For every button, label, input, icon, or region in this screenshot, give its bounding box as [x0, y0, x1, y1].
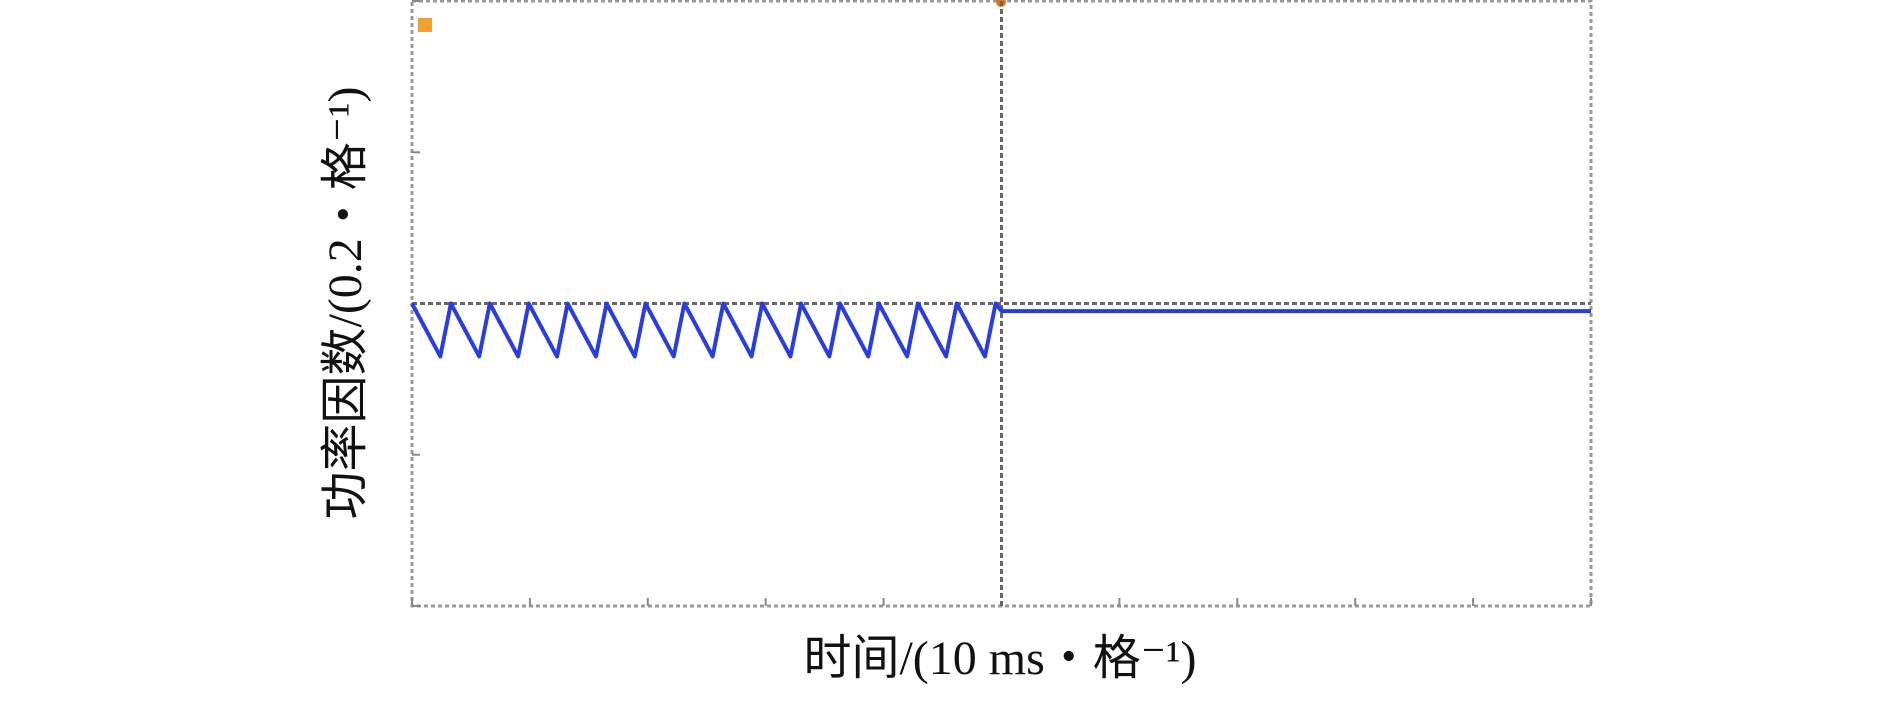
trigger-marker: [418, 18, 432, 32]
line-series: [410, 301, 1591, 359]
x-axis-label: 时间/(10 ms・格⁻¹): [803, 632, 1196, 685]
y-axis-label: 功率因数/(0.2・格⁻¹): [319, 86, 372, 519]
